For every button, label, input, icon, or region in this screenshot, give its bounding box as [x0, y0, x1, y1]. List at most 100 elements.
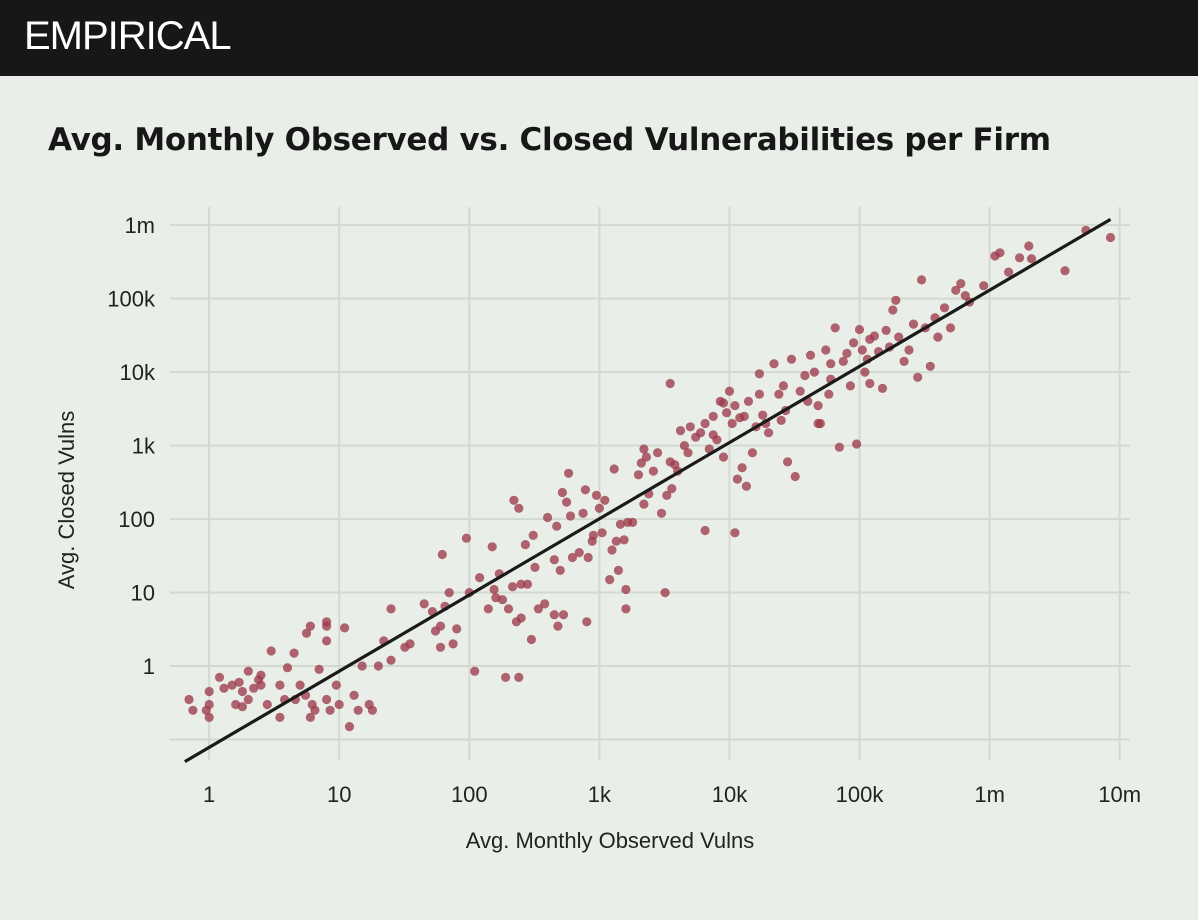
chart-title: Avg. Monthly Observed vs. Closed Vulnera…	[48, 122, 1051, 158]
data-point	[615, 519, 626, 529]
data-point	[325, 705, 335, 715]
data-point	[1026, 254, 1037, 264]
data-point	[507, 582, 518, 592]
data-point	[913, 372, 923, 382]
data-point	[184, 694, 194, 705]
data-point	[834, 442, 845, 452]
data-point	[609, 464, 619, 474]
data-point	[665, 378, 675, 389]
data-point	[558, 610, 569, 620]
data-point	[939, 303, 950, 313]
data-point	[854, 324, 865, 335]
data-point	[1024, 241, 1034, 251]
data-point	[256, 680, 266, 690]
data-point	[700, 418, 710, 429]
y-axis-label: Avg. Closed Vulns	[54, 411, 79, 590]
data-point	[1004, 267, 1014, 277]
data-point	[877, 383, 888, 393]
data-point	[813, 418, 823, 429]
data-point	[243, 666, 253, 676]
data-point	[483, 604, 493, 614]
data-point	[739, 411, 749, 421]
data-point	[497, 595, 508, 605]
x-tick-label: 1m	[974, 782, 1005, 807]
data-point	[567, 552, 578, 563]
data-point	[275, 680, 285, 690]
data-point	[737, 463, 747, 473]
x-tick-label: 100k	[836, 782, 885, 807]
data-point	[204, 699, 214, 710]
data-point	[783, 457, 793, 467]
data-point	[821, 345, 831, 355]
data-point	[234, 677, 244, 687]
data-point	[219, 683, 229, 693]
data-point	[1105, 232, 1116, 243]
y-tick-label: 10k	[120, 360, 156, 385]
data-point	[696, 428, 706, 438]
data-point	[605, 575, 615, 585]
data-point	[754, 389, 765, 399]
data-point	[322, 636, 332, 646]
x-tick-label: 10m	[1098, 782, 1141, 807]
y-tick-label: 100	[118, 507, 155, 532]
data-point	[405, 639, 415, 649]
data-point	[899, 356, 909, 366]
data-point	[282, 663, 293, 673]
data-point	[800, 370, 810, 381]
data-point	[564, 468, 574, 478]
data-point	[555, 565, 565, 576]
data-point	[349, 690, 359, 700]
data-point	[600, 495, 610, 505]
data-point	[526, 634, 537, 645]
data-point	[344, 722, 355, 732]
y-axis-ticks: 1 10 100 1k 10k 100k 1m	[107, 213, 156, 679]
y-tick-label: 1	[143, 654, 155, 679]
data-point	[594, 503, 605, 513]
data-point	[452, 624, 462, 634]
data-point	[894, 332, 904, 342]
data-point	[842, 348, 852, 358]
data-point	[908, 319, 919, 329]
data-point	[353, 705, 363, 715]
data-point	[540, 599, 550, 609]
data-point	[295, 680, 305, 690]
data-point	[826, 359, 836, 369]
data-point	[933, 332, 943, 342]
data-point	[607, 545, 617, 555]
data-point	[774, 389, 784, 399]
data-point	[653, 448, 663, 458]
data-point	[516, 613, 526, 623]
data-point	[188, 705, 198, 715]
data-point	[852, 439, 862, 449]
data-point	[891, 295, 901, 305]
data-point	[860, 367, 870, 377]
data-point	[289, 648, 299, 658]
data-point	[764, 428, 774, 438]
data-point	[574, 548, 584, 558]
data-point	[275, 712, 285, 723]
data-point	[310, 705, 320, 715]
data-point	[639, 444, 649, 454]
data-point	[667, 484, 677, 494]
data-point	[730, 401, 740, 411]
data-point	[830, 323, 840, 333]
x-tick-label: 100	[451, 782, 488, 807]
data-point	[565, 511, 576, 521]
data-point	[857, 345, 867, 355]
data-point	[322, 617, 332, 627]
data-point	[904, 345, 914, 355]
data-point	[951, 285, 961, 295]
data-point	[1060, 266, 1070, 276]
data-point	[461, 533, 471, 543]
data-point	[552, 521, 562, 531]
data-point	[790, 471, 800, 482]
data-point	[683, 448, 693, 458]
data-point	[662, 490, 672, 500]
data-point	[237, 702, 247, 712]
y-tick-label: 10	[131, 581, 155, 606]
data-point	[809, 367, 820, 377]
data-point	[708, 411, 718, 421]
data-point	[769, 359, 779, 369]
data-point	[591, 490, 602, 500]
data-point	[685, 422, 695, 432]
